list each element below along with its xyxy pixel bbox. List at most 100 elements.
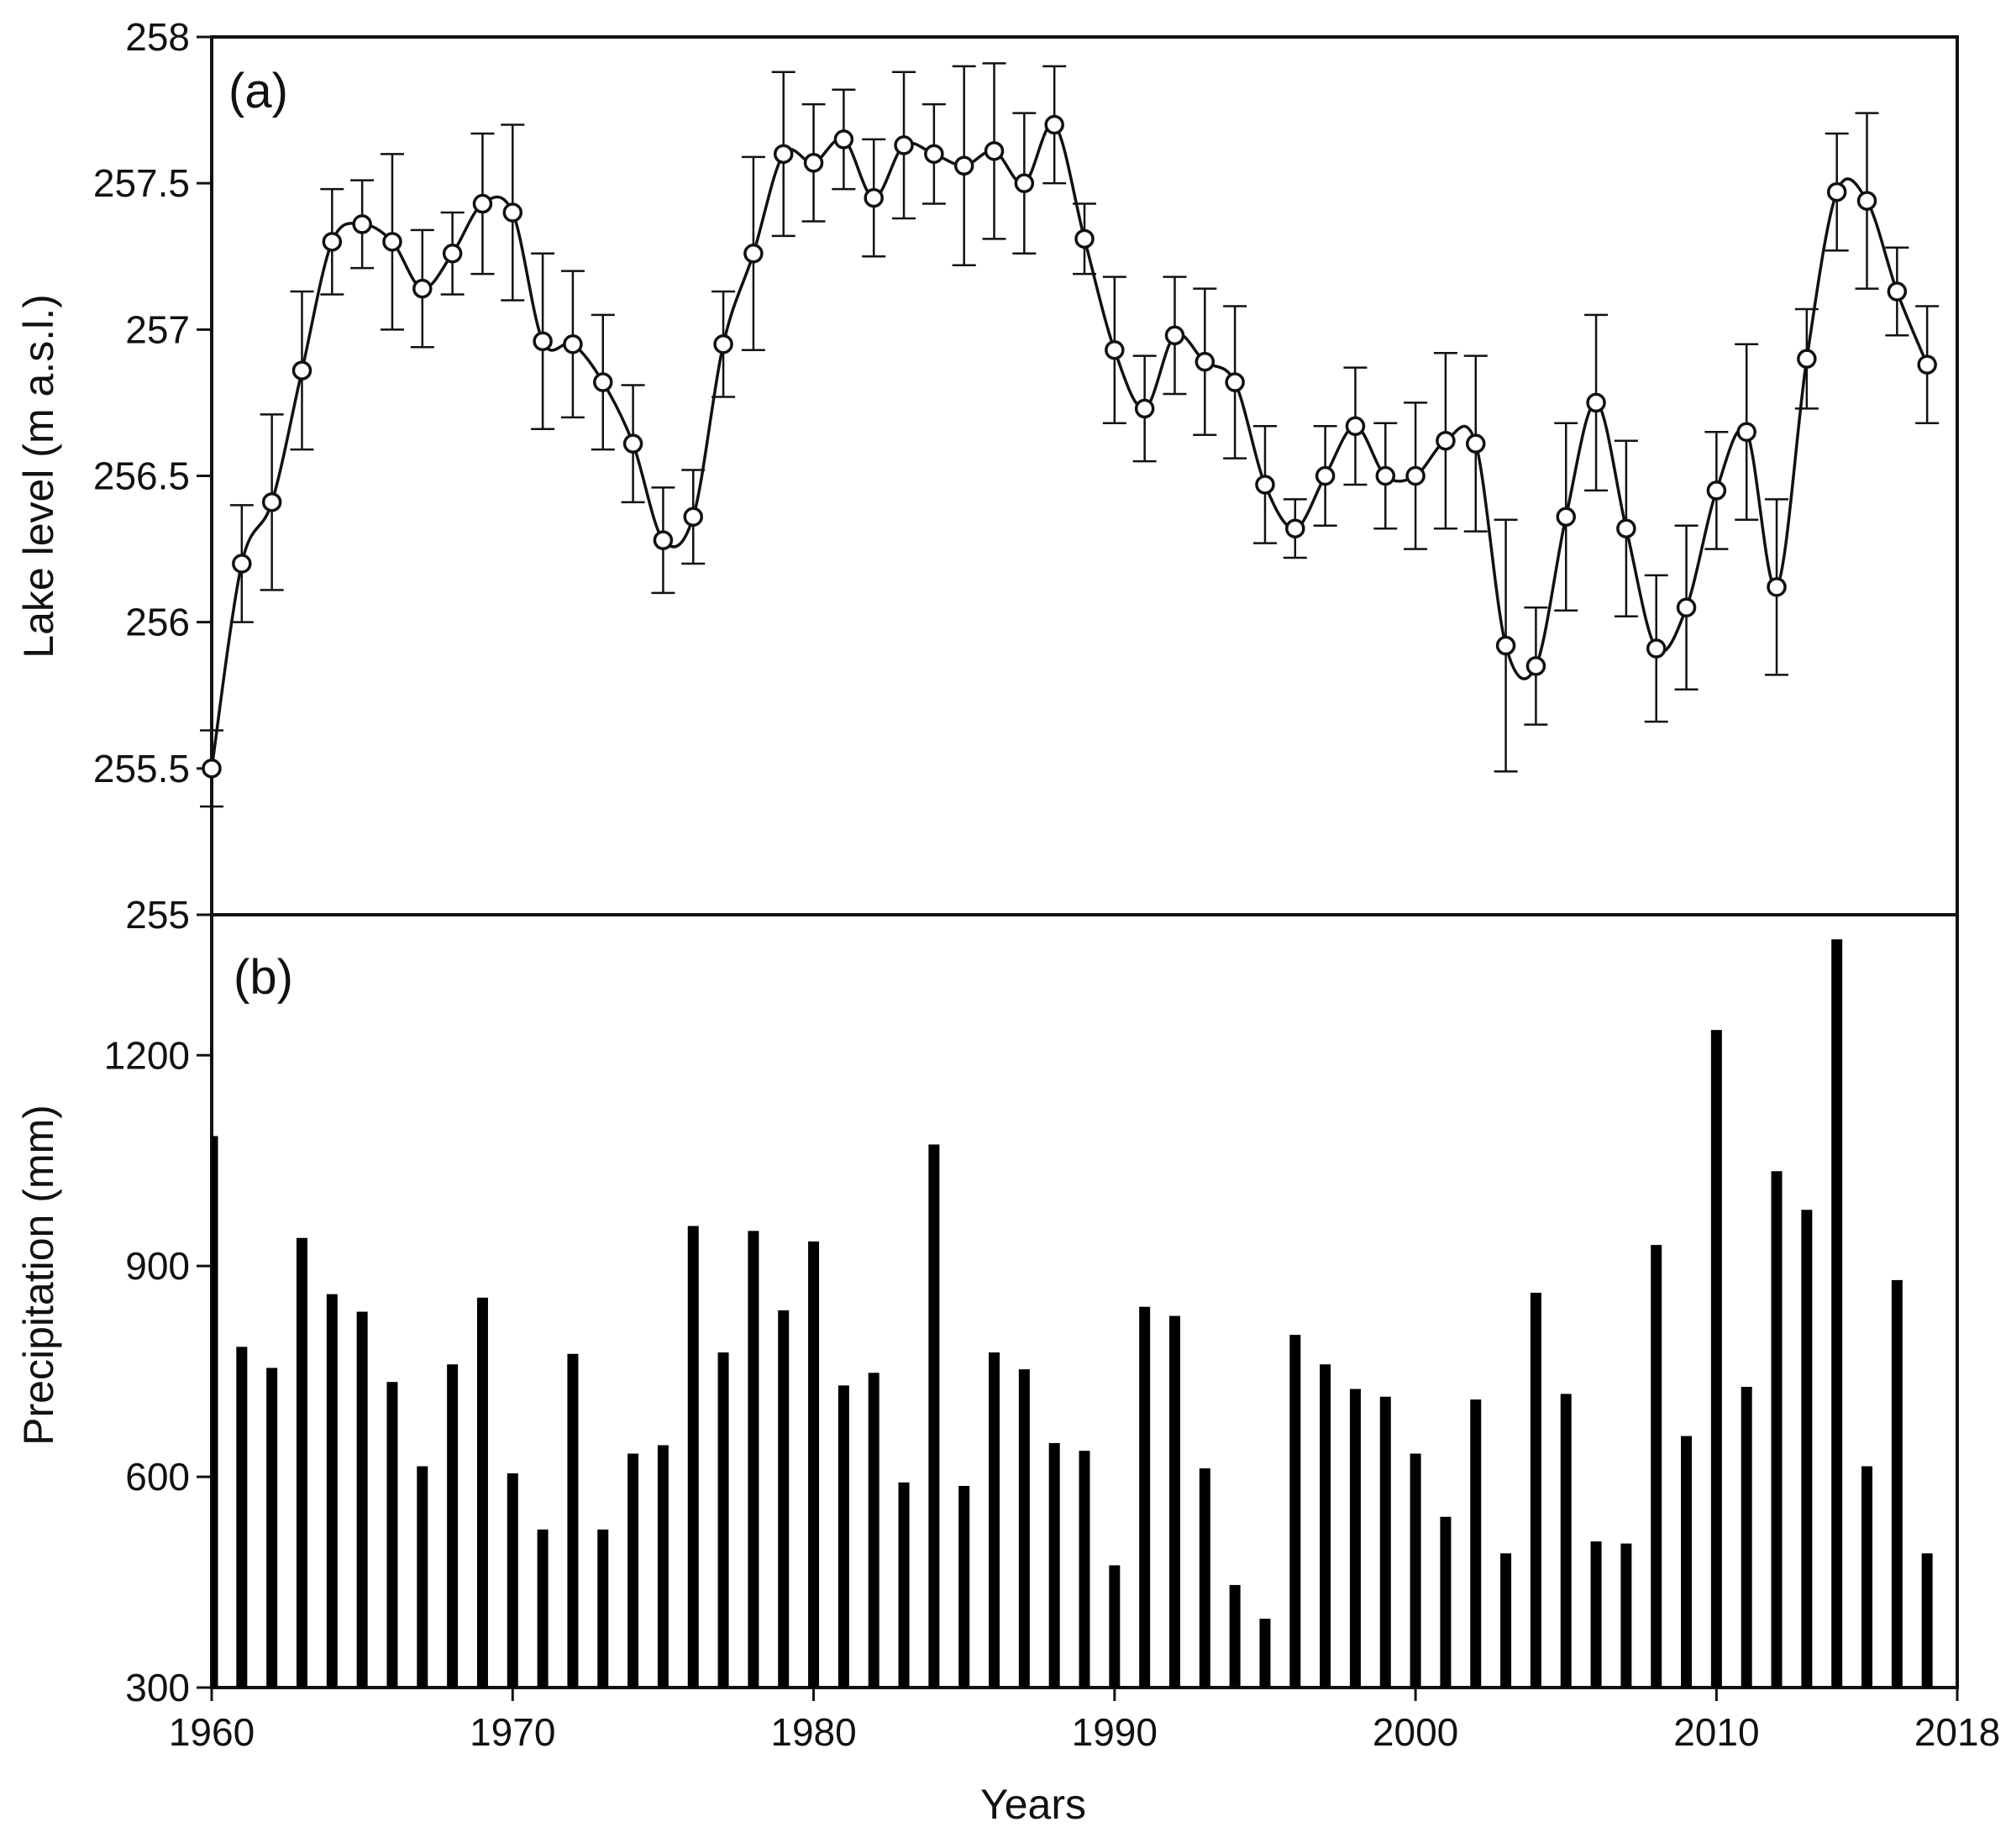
panel-a-data-point (924, 144, 944, 165)
panel-b-bars (212, 939, 1933, 1688)
panel-a-data-point (1616, 518, 1636, 538)
precipitation-bar (778, 1310, 790, 1688)
panel-a-data-point (322, 232, 343, 252)
panel-b-precipitation: (b) Precipitation (mm) 300 600 900 1200 196… (15, 913, 2000, 1828)
panel-a-data-point (1887, 281, 1908, 302)
panel-a-data-point (773, 144, 794, 165)
panel-a-data-point (1405, 465, 1426, 486)
precipitation-bar (717, 1352, 729, 1688)
panel-a-label: (a) (228, 64, 288, 118)
panel-b-y-ticks: 300 600 900 1200 (104, 1033, 212, 1709)
panel-a-data-point (472, 193, 493, 214)
precipitation-bar (597, 1529, 609, 1688)
precipitation-bar (476, 1297, 488, 1688)
panel-a-points (202, 114, 1937, 779)
panel-a-data-point (1676, 597, 1697, 617)
precipitation-bar (657, 1445, 669, 1688)
panel-a-data-point (833, 129, 854, 150)
panel-a-data-point (1105, 339, 1125, 360)
precipitation-bar (1259, 1619, 1271, 1688)
panel-a-data-point (1345, 416, 1366, 437)
precipitation-bar (928, 1144, 940, 1688)
precipitation-bar (326, 1294, 338, 1688)
precipitation-bar (989, 1352, 1000, 1688)
x-tick-label: 2018 (1914, 1710, 2000, 1754)
panel-b-label: (b) (234, 950, 293, 1005)
panel-b-y-tick-label: 900 (125, 1244, 190, 1288)
panel-a-data-point (683, 507, 703, 528)
precipitation-bar (1560, 1394, 1572, 1688)
precipitation-bar (1018, 1369, 1030, 1688)
panel-a-data-point (1706, 480, 1727, 501)
precipitation-bar (1590, 1541, 1602, 1688)
panel-a-data-point (1525, 656, 1546, 676)
panel-a-y-tick-label: 257 (125, 307, 190, 351)
precipitation-bar (1891, 1279, 1903, 1688)
x-tick-label: 1960 (169, 1710, 255, 1754)
panel-a-frame (210, 35, 1959, 916)
panel-a-data-point (202, 759, 222, 779)
panel-a-data-point (1466, 433, 1486, 454)
panel-a-y-tick-label: 256 (125, 601, 190, 644)
precipitation-bar (417, 1466, 428, 1688)
panel-a-data-point (593, 372, 613, 392)
panel-a-data-point (1195, 351, 1216, 372)
precipitation-bar (567, 1353, 579, 1688)
panel-a-y-tick-label: 258 (125, 15, 190, 59)
panel-a-data-point (1014, 173, 1035, 193)
panel-b-y-tick-label: 300 (125, 1666, 190, 1709)
precipitation-bar (958, 1485, 970, 1688)
panel-a-y-tick-label: 257.5 (93, 161, 190, 205)
precipitation-bar (1530, 1292, 1541, 1688)
x-tick-label: 1970 (470, 1710, 555, 1754)
precipitation-bar (1620, 1543, 1632, 1688)
panel-a-y-tick-label: 256.5 (93, 454, 190, 498)
precipitation-bar (1710, 1030, 1722, 1688)
panel-a-data-point (984, 141, 1005, 161)
precipitation-bar (1771, 1171, 1783, 1688)
panel-a-data-point (1315, 465, 1336, 486)
precipitation-bar (537, 1529, 549, 1688)
panel-a-y-axis-title: Lake level (m a.s.l.) (15, 294, 62, 658)
panel-a-data-point (743, 244, 764, 264)
panel-a-series-line (210, 122, 1929, 769)
panel-a-data-point (1556, 507, 1576, 528)
precipitation-bar (1320, 1364, 1331, 1688)
panel-a-y-ticks: 255 255.5 256 256.5 257 257.5 258 (93, 15, 212, 937)
precipitation-bar (1139, 1306, 1151, 1688)
precipitation-bar (1681, 1436, 1693, 1688)
precipitation-bar (1199, 1468, 1210, 1688)
precipitation-bar (1349, 1389, 1361, 1688)
precipitation-bar (1410, 1453, 1421, 1688)
panel-a-data-point (1134, 398, 1155, 419)
precipitation-bar (1048, 1442, 1060, 1688)
panel-a-y-tick-label: 255.5 (93, 747, 190, 790)
precipitation-bar (1168, 1315, 1180, 1688)
precipitation-bar (1921, 1553, 1933, 1688)
precipitation-bar (1831, 939, 1843, 1688)
precipitation-bar (266, 1368, 278, 1688)
panel-a-data-point (1917, 354, 1937, 375)
precipitation-bar (296, 1237, 307, 1688)
precipitation-bar (1861, 1466, 1873, 1688)
panel-a-data-point (1164, 325, 1185, 346)
precipitation-bar (1651, 1245, 1662, 1688)
panel-a-data-point (803, 153, 824, 173)
panel-a-y-tick-label: 255 (125, 893, 190, 937)
precipitation-bar (1500, 1553, 1512, 1688)
panel-a-data-point (382, 232, 402, 252)
panel-a-data-point (653, 530, 674, 550)
precipitation-bar (507, 1473, 518, 1688)
precipitation-bar (236, 1347, 248, 1688)
precipitation-bar (868, 1373, 879, 1688)
precipitation-bar (212, 1136, 218, 1688)
precipitation-bar (687, 1226, 699, 1688)
panel-a-data-point (953, 155, 974, 176)
panel-a-data-point (894, 135, 914, 155)
precipitation-bar (627, 1453, 639, 1688)
precipitation-bar (1470, 1399, 1482, 1688)
panel-a-data-point (412, 278, 433, 299)
panel-a-data-point (502, 202, 523, 223)
panel-a-data-point (1767, 577, 1787, 597)
